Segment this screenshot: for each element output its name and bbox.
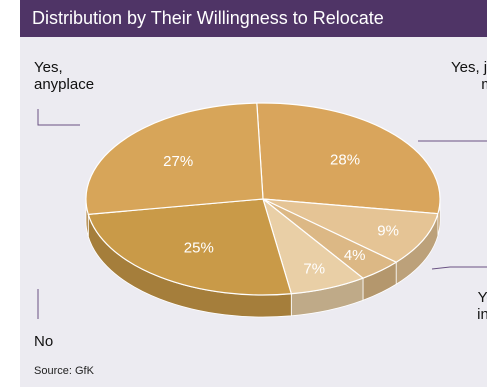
leader-yes-cities xyxy=(431,266,487,270)
pie-slice-5 xyxy=(85,102,264,215)
chart-panel: 28% 9% 4% 7% 25% 27% Yes, anyplace Yes, just … xyxy=(20,37,487,387)
value-label-4: 25% xyxy=(184,239,214,256)
label-yes-anyplace: Yes, anyplace xyxy=(34,59,95,93)
value-label-5: 27% xyxy=(163,153,193,170)
pie-chart: 28% 9% 4% 7% 25% 27% xyxy=(37,102,487,319)
source-note: Source: GfK xyxy=(34,365,94,377)
pie-slice-1 xyxy=(262,198,439,263)
label-yes-certain-cities: Yes, only in certain cities xyxy=(477,289,487,323)
leader-yes-anyplace xyxy=(37,109,80,126)
pie-slice-4 xyxy=(87,198,293,296)
label-yes-around-residence: Yes, just around my place of residence xyxy=(450,59,487,93)
value-label-1: 9% xyxy=(377,223,399,240)
value-label-0: 28% xyxy=(330,151,360,168)
label-no: No xyxy=(34,333,54,350)
chart-title: Distribution by Their Willingness to Rel… xyxy=(20,0,487,37)
value-label-3: 7% xyxy=(303,261,325,278)
pie-slice-0 xyxy=(256,102,441,215)
value-label-2: 4% xyxy=(344,247,366,264)
